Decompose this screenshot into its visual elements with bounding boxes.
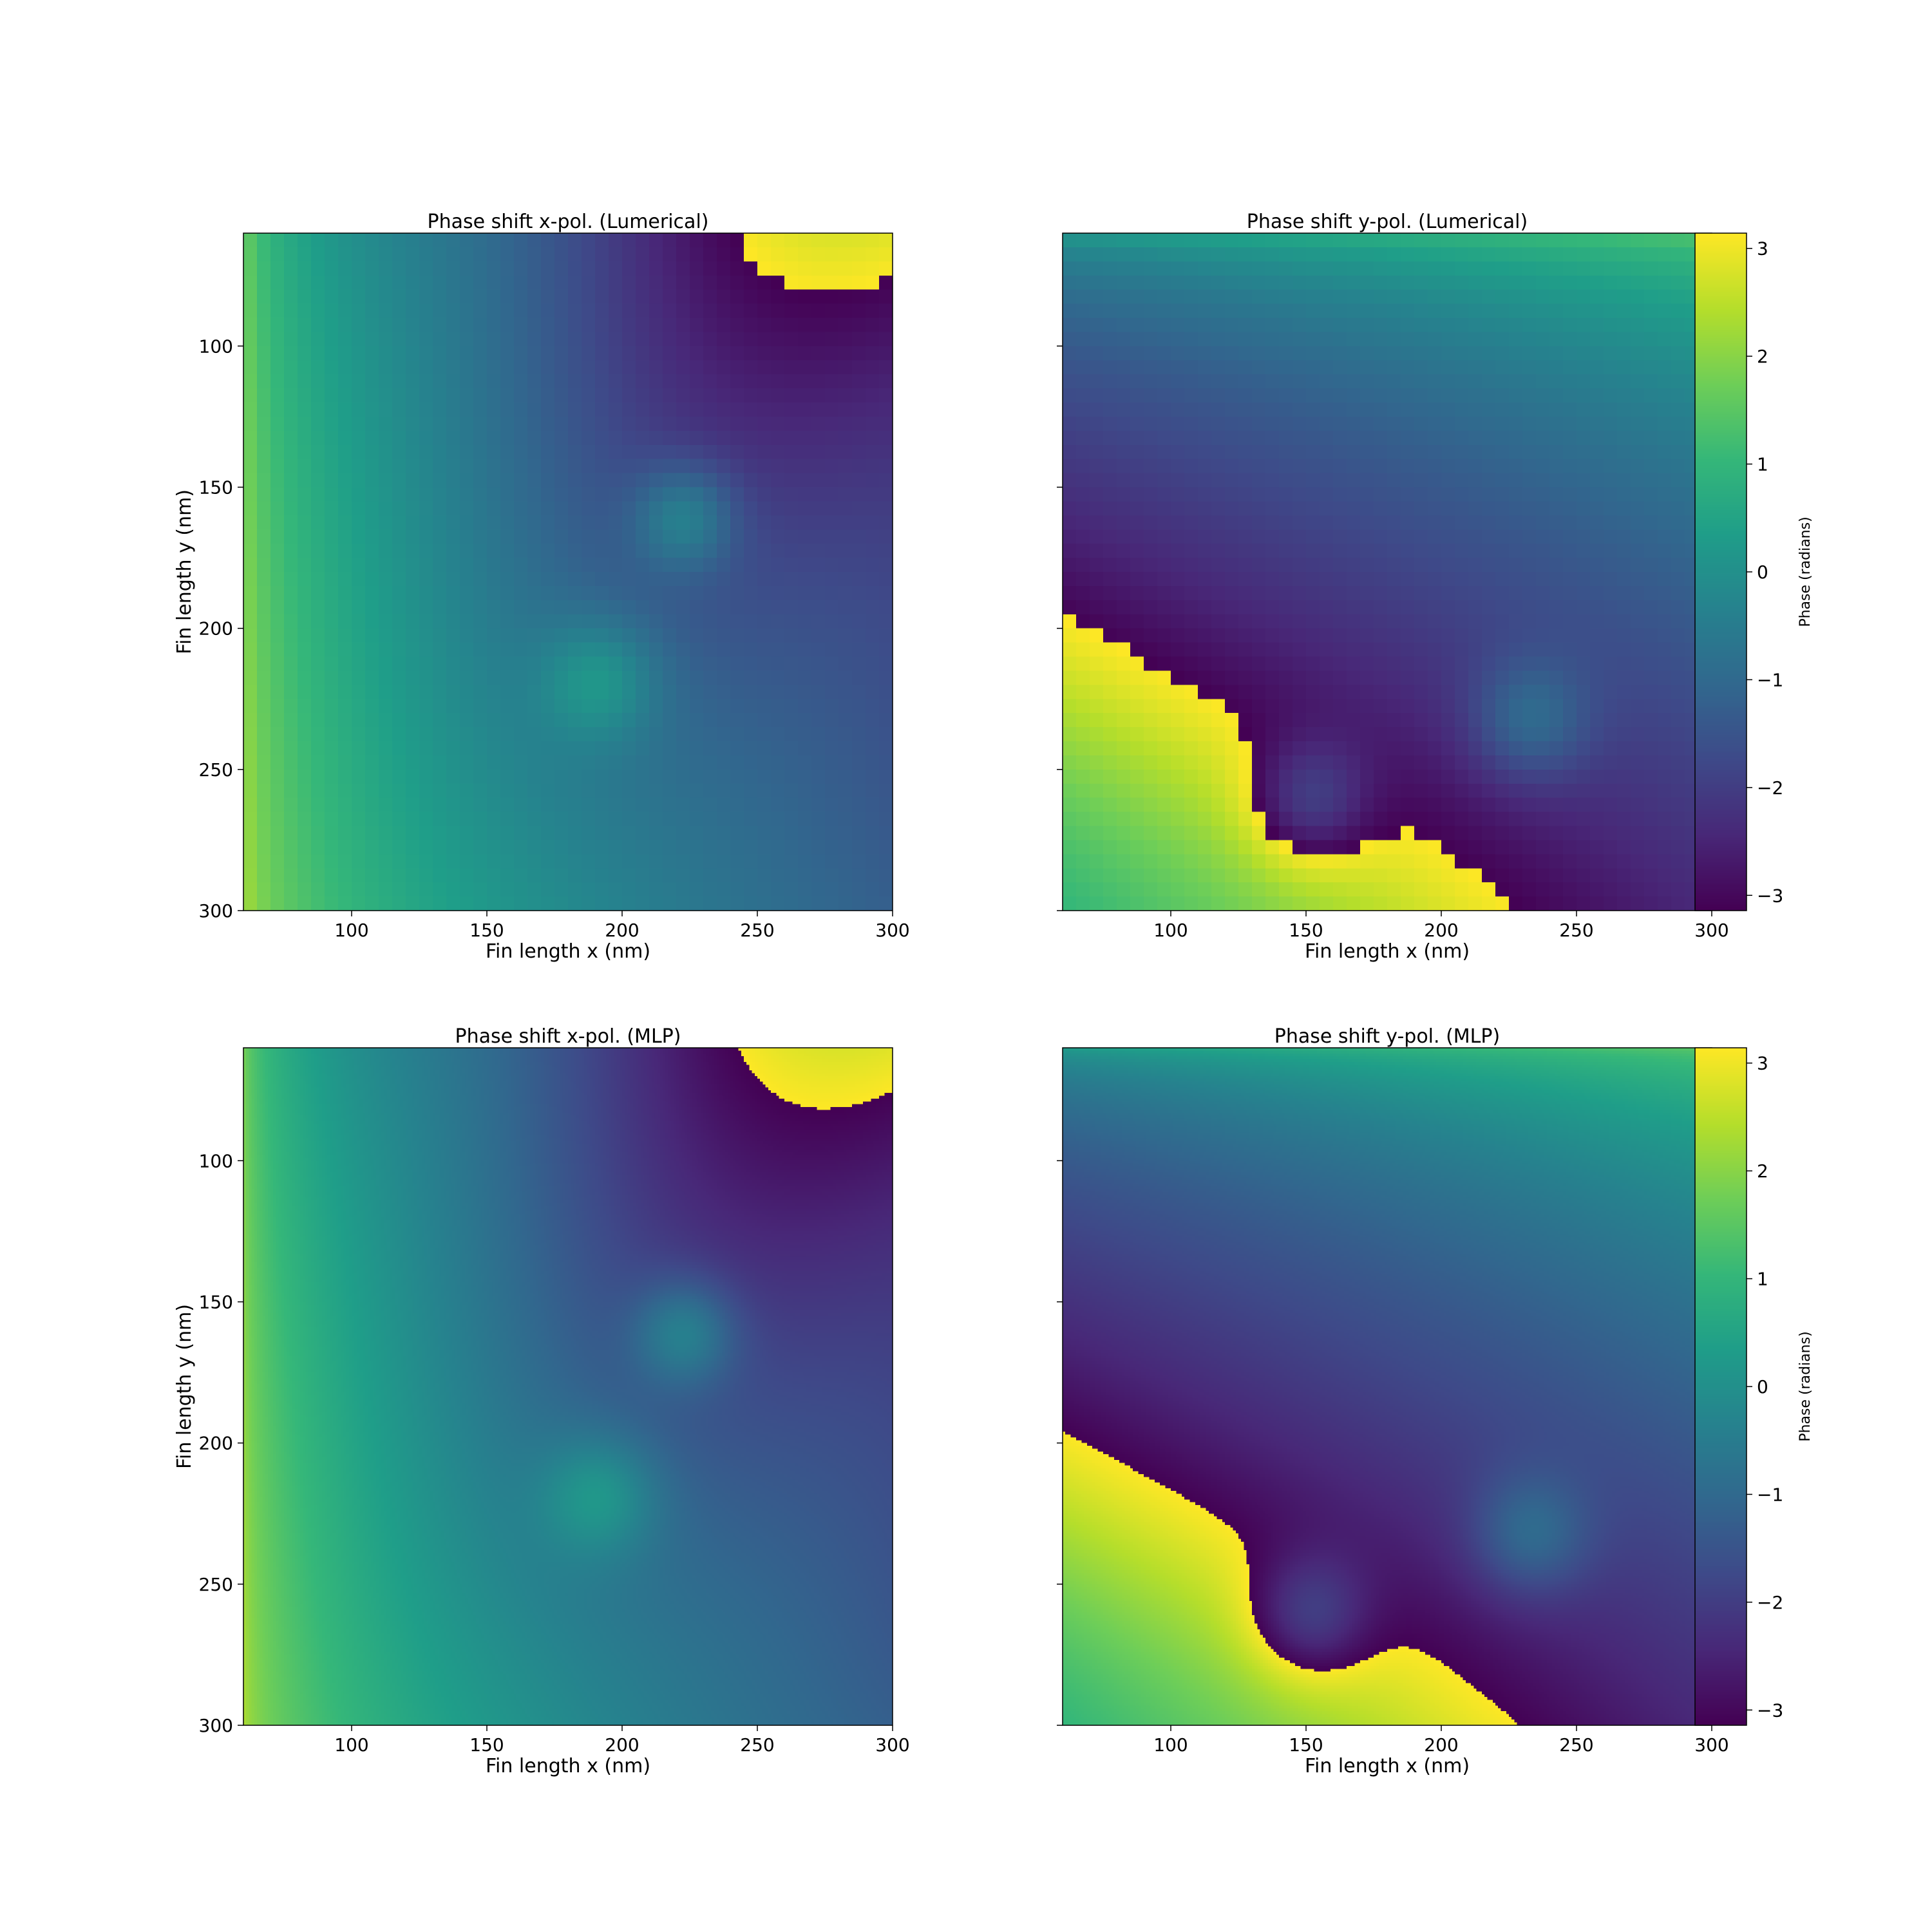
x-tick-label: 200 bbox=[605, 1734, 639, 1756]
colorbar: 3 2 1 0 −1 −2 −3 Phase (radians) bbox=[1694, 1047, 1814, 1726]
x-axis-label: Fin length x (nm) bbox=[486, 940, 650, 963]
x-tick-label: 150 bbox=[1289, 920, 1323, 941]
colorbar-tick-label: 2 bbox=[1757, 1160, 1768, 1182]
colorbar-tick-label: 2 bbox=[1757, 346, 1768, 367]
y-tick-label: 150 bbox=[199, 1292, 233, 1313]
plot-frame bbox=[243, 1047, 893, 1726]
panel-3: 100 150 200 250 300 100 150 200 250 300 Phase shif… bbox=[173, 1025, 910, 1777]
colorbar-tick-label: 0 bbox=[1757, 562, 1768, 583]
x-tick-label: 200 bbox=[1424, 920, 1458, 941]
y-tick-label: 100 bbox=[199, 1150, 233, 1171]
colorbar-tick-label: 1 bbox=[1757, 454, 1768, 475]
x-tick-label: 300 bbox=[875, 1734, 909, 1756]
x-tick-label: 250 bbox=[1559, 920, 1593, 941]
x-tick-label: 300 bbox=[1694, 1734, 1728, 1756]
colorbar: 3 2 1 0 −1 −2 −3 Phase (radians) bbox=[1694, 232, 1814, 911]
x-tick-label: 250 bbox=[740, 920, 774, 941]
colorbar-tick-label: −3 bbox=[1757, 885, 1783, 906]
y-tick-label: 300 bbox=[199, 900, 233, 922]
x-tick-label: 100 bbox=[1153, 920, 1188, 941]
heatmap-image bbox=[1063, 233, 1712, 911]
x-tick-label: 200 bbox=[605, 920, 639, 941]
colorbar-label: Phase (radians) bbox=[1797, 516, 1814, 627]
colorbar-tick-label: −2 bbox=[1757, 1592, 1783, 1613]
x-axis-label: Fin length x (nm) bbox=[486, 1755, 650, 1777]
panel-1: 100 150 200 250 300 100 150 200 250 300 Phase shif… bbox=[173, 211, 910, 963]
y-axis-label: Fin length y (nm) bbox=[173, 489, 196, 654]
x-tick-label: 150 bbox=[1289, 1734, 1323, 1756]
x-tick-label: 250 bbox=[1559, 1734, 1593, 1756]
colorbar-label: Phase (radians) bbox=[1797, 1331, 1814, 1441]
x-tick-label: 250 bbox=[740, 1734, 774, 1756]
x-tick-label: 150 bbox=[469, 1734, 504, 1756]
x-tick-label: 200 bbox=[1424, 1734, 1458, 1756]
colorbar-tick-label: 0 bbox=[1757, 1376, 1768, 1397]
colorbar-tick-label: −2 bbox=[1757, 777, 1783, 799]
heatmap-image bbox=[243, 1048, 893, 1725]
y-tick-label: 150 bbox=[199, 477, 233, 498]
colorbar-gradient bbox=[1695, 1048, 1747, 1725]
heatmap-image bbox=[1063, 1048, 1712, 1725]
panel-title: Phase shift x-pol. (MLP) bbox=[455, 1025, 681, 1048]
x-axis-label: Fin length x (nm) bbox=[1305, 1755, 1470, 1777]
x-axis-label: Fin length x (nm) bbox=[1305, 940, 1470, 963]
y-tick-label: 200 bbox=[199, 1433, 233, 1454]
panel-2: 100 150 200 250 300 Phase shift y-pol. (Lumer… bbox=[1057, 211, 1814, 963]
panel-4: 100 150 200 250 300 Phase shift y-pol. (MLP) F… bbox=[1057, 1025, 1814, 1777]
heatmap-image bbox=[243, 233, 893, 911]
x-tick-label: 100 bbox=[1153, 1734, 1188, 1756]
x-tick-label: 100 bbox=[334, 920, 368, 941]
colorbar-tick-label: 3 bbox=[1757, 238, 1768, 260]
x-tick-label: 150 bbox=[469, 920, 504, 941]
colorbar-tick-label: 1 bbox=[1757, 1269, 1768, 1290]
y-tick-label: 100 bbox=[199, 336, 233, 357]
x-tick-label: 300 bbox=[875, 920, 909, 941]
panel-title: Phase shift y-pol. (Lumerical) bbox=[1247, 211, 1528, 233]
y-tick-label: 200 bbox=[199, 618, 233, 639]
colorbar-tick-label: −1 bbox=[1757, 669, 1783, 690]
colorbar-tick-label: −3 bbox=[1757, 1700, 1783, 1721]
y-tick-label: 250 bbox=[199, 759, 233, 781]
x-tick-label: 300 bbox=[1694, 920, 1728, 941]
plot-frame bbox=[243, 232, 893, 911]
x-tick-label: 100 bbox=[334, 1734, 368, 1756]
panel-title: Phase shift y-pol. (MLP) bbox=[1274, 1025, 1500, 1048]
panel-title: Phase shift x-pol. (Lumerical) bbox=[428, 211, 709, 233]
colorbar-gradient bbox=[1695, 233, 1747, 911]
y-axis-label: Fin length y (nm) bbox=[173, 1304, 196, 1469]
colorbar-tick-label: 3 bbox=[1757, 1053, 1768, 1074]
colorbar-tick-label: −1 bbox=[1757, 1484, 1783, 1505]
y-tick-label: 300 bbox=[199, 1715, 233, 1736]
y-tick-label: 250 bbox=[199, 1574, 233, 1595]
